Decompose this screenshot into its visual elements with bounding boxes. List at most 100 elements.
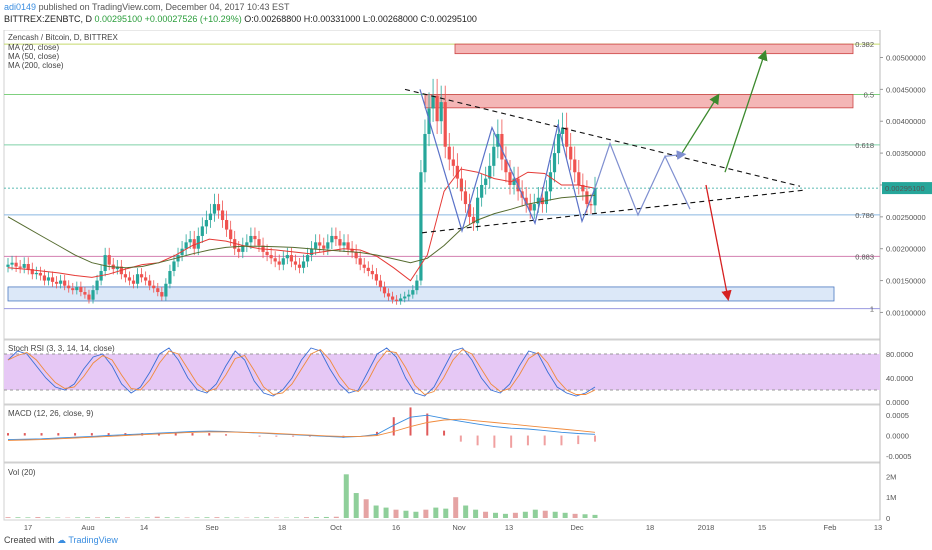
last-price-badge [882,182,932,195]
candle-body [573,159,577,173]
time-tick-label: Feb [824,523,837,530]
time-tick-label: Dec [570,523,584,530]
price-change: +0.00027526 (+10.29%) [144,14,242,24]
candle-body [42,275,47,281]
rsi-tick-label: 40.0000 [886,374,913,383]
volume-bar [134,517,140,518]
candle-body [386,293,391,297]
price-tick-label: 0.00350000 [886,149,926,158]
pane-border-2 [3,404,881,463]
author-link[interactable]: adi0149 [4,2,37,12]
volume-bar [224,517,230,518]
candle-body [18,266,22,268]
candle-body [273,258,277,262]
volume-bar [184,517,190,518]
volume-bar [194,517,200,518]
candle-body [204,220,208,227]
macd-tick-label: -0.0005 [886,452,911,461]
candle-body [305,255,310,262]
volume-bar [473,509,479,518]
candle-body [358,258,362,265]
time-tick-label: 17 [24,523,32,530]
time-tick-label: Nov [452,523,466,530]
volume-bar [363,499,369,518]
candle-body [208,213,213,221]
candle-body [556,133,561,154]
target-zone-top [454,43,854,55]
time-tick-label: 14 [140,523,148,530]
fib-label-0.883: 0.883 [855,252,874,261]
candle-body [342,242,346,246]
time-tick-label: 18 [646,523,654,530]
candle-body [152,285,156,289]
volume-tick-label: 0 [886,514,890,523]
candle-body [265,251,269,256]
symbol-name: BITTREX:ZENBTC, D [4,14,93,24]
tradingview-link[interactable]: TradingView [68,535,118,545]
fib-label-0.382: 0.382 [855,40,874,49]
candle-body [107,255,111,265]
candle-body [569,146,573,160]
volume-tick-label: 2M [886,472,896,481]
candle-body [447,146,451,160]
publish-text: published on TradingView.com, December 0… [38,2,290,12]
candle-body [439,102,443,122]
candle-body [330,235,334,243]
volume-title: Vol (20) [8,468,36,477]
support-zone [7,286,835,302]
candle-body [277,261,281,265]
candle-body [366,267,370,272]
volume-bar [303,517,309,518]
candle-body [59,280,63,284]
candle-body [370,271,374,275]
candle-body [524,197,528,205]
pane-border-3 [3,462,881,521]
candle-body [172,261,176,272]
volume-bar [214,517,220,518]
volume-bar [264,517,270,518]
zigzag-history [419,89,596,233]
chart-canvas[interactable]: 0.382 0.5 0.618 0.786 0.883 1 0.00500000 0.0045… [0,30,932,530]
created-with-text: Created with [4,535,55,545]
candles [6,78,597,305]
zigzag-projection [594,141,691,217]
volume-bar [35,517,41,518]
candle-body [484,178,488,185]
candle-body [79,286,83,293]
candle-body [75,286,79,291]
volume-bar [313,517,319,518]
candle-body [374,274,378,281]
ma50-line [7,194,596,269]
price-tick-label: 0.00200000 [886,245,926,254]
breakout-arrow-top [724,49,768,173]
time-tick-label: 16 [392,523,400,530]
candle-body [253,235,257,240]
candle-body [471,216,476,224]
volume-bar [383,507,389,518]
candle-body [544,191,549,205]
candle-body [281,258,285,265]
fib-label-1: 1 [870,305,874,314]
time-tick-label: 13 [505,523,513,530]
rsi-tick-label: 80.0000 [886,350,913,359]
candle-body [196,235,200,249]
candle-body [378,280,383,287]
price-tick-label: 0.00500000 [886,53,926,62]
stoch-rsi-title: Stoch RSI (3, 3, 14, 14, close) [8,344,115,353]
candle-body [225,220,229,230]
candle-body [293,261,298,265]
candle-body [289,255,293,262]
candle-body [87,294,91,300]
candle-body [95,280,99,291]
stoch-d-line [7,348,596,396]
breakout-arrow-mid [679,93,720,157]
candle-body [63,280,67,286]
ma-legend-2: MA (200, close) [8,61,64,70]
candle-body [459,178,464,192]
candle-body [382,286,387,294]
volume-bar [144,517,150,518]
candle-body [467,204,472,217]
volume-bar [234,517,240,518]
price-tick-label: 0.00400000 [886,117,926,126]
volume-bar [85,517,91,518]
